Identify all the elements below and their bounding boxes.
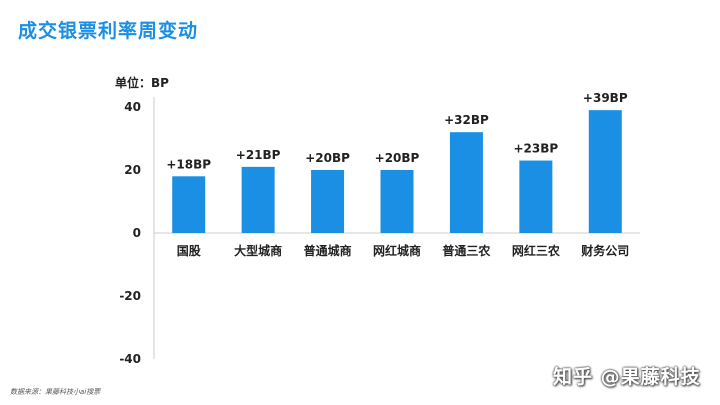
data-label: +32BP <box>444 113 489 127</box>
x-tick-label: 网红三农 <box>512 243 560 258</box>
data-label: +20BP <box>375 151 420 165</box>
data-label: +21BP <box>236 148 281 162</box>
data-label: +39BP <box>583 91 628 105</box>
x-tick-label: 大型城商 <box>234 243 282 258</box>
data-label: +20BP <box>305 151 350 165</box>
data-label: +18BP <box>166 157 211 171</box>
bar <box>380 170 414 233</box>
x-tick-label: 财务公司 <box>580 243 629 258</box>
y-tick-label: 40 <box>124 100 141 114</box>
bar <box>311 170 345 233</box>
x-tick-label: 网红城商 <box>373 243 421 258</box>
bar <box>588 110 622 233</box>
source-note: 数据来源：果藤科技小ai搜票 <box>10 388 101 396</box>
bar <box>519 160 553 233</box>
x-tick-label: 普通城商 <box>304 243 352 258</box>
bar <box>172 176 206 233</box>
unit-label: 单位：BP <box>115 76 169 90</box>
y-tick-label: 0 <box>133 226 141 240</box>
bar <box>449 132 483 233</box>
chart-title: 成交银票利率周变动 <box>18 20 199 42</box>
x-tick-label: 普通三农 <box>442 243 490 258</box>
y-tick-label: -40 <box>119 352 141 366</box>
y-tick-label: 20 <box>124 163 141 177</box>
bar <box>241 166 275 233</box>
y-tick-label: -20 <box>119 289 141 303</box>
x-tick-label: 国股 <box>177 243 202 258</box>
watermark: 知乎 @果藤科技 <box>553 366 701 388</box>
data-label: +23BP <box>514 142 559 156</box>
